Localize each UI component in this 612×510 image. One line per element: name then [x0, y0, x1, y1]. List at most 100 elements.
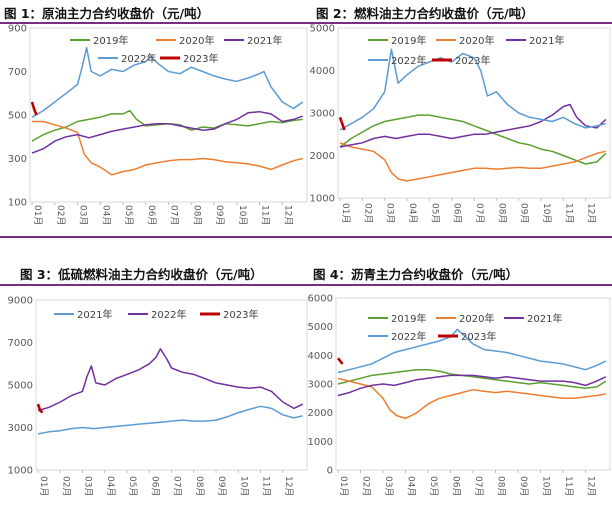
y-tick-label: 500: [8, 111, 27, 122]
y-tick-label: 900: [8, 24, 27, 35]
x-tick-label: 11月: [563, 203, 574, 223]
legend-label: 2021年: [527, 312, 562, 325]
x-tick-label: 01月: [338, 476, 349, 496]
legend-label: 2023年: [461, 330, 496, 343]
x-tick-label: 08月: [496, 476, 507, 496]
legend-label: 2019年: [391, 312, 426, 325]
x-tick-label: 11月: [563, 476, 574, 496]
chart-3: 1000 3000 5000 7000 9000 01月 02月 03月 04月 05月 06月 07…: [8, 296, 308, 496]
x-tick-label: 07月: [473, 476, 484, 496]
x-tick-label: 07月: [172, 476, 183, 496]
x-tick-label: 06月: [451, 476, 462, 496]
series-line-2019: [31, 109, 303, 142]
x-tick-label: 02月: [55, 205, 66, 225]
y-tick-label: 1000: [310, 194, 335, 205]
x-tick-label: 08月: [191, 205, 202, 225]
chart-4: 0 1000 2000 3000 4000 5000 6000 01月 02月 03月 04月 05月…: [308, 294, 611, 496]
y-tick-label: 2000: [308, 408, 333, 419]
series-line-2023: [36, 403, 44, 414]
series-line-2022: [339, 48, 606, 131]
x-tick-label: 10月: [541, 476, 552, 496]
top-rule: [0, 22, 612, 24]
y-tick-label: 4000: [310, 66, 335, 77]
y-tick-label: 5000: [308, 322, 333, 333]
legend-label: 2020年: [459, 34, 494, 47]
plot-frame: [35, 299, 308, 471]
series-line-2022: [37, 348, 304, 412]
x-tick-label: 05月: [127, 476, 138, 496]
x-tick-label: 03月: [383, 476, 394, 496]
chart-2: 1000 2000 3000 4000 5000 01月 02月 03月 04月 05月 06月 07…: [310, 24, 611, 223]
x-tick-label: 04月: [407, 203, 418, 223]
x-tick-label: 01月: [340, 203, 351, 223]
x-tick-label: 07月: [474, 203, 485, 223]
series-line-2022: [337, 328, 607, 374]
x-tick-label: 05月: [123, 205, 134, 225]
legend-label: 2019年: [93, 34, 128, 47]
y-tick-label: 5000: [310, 24, 335, 35]
x-tick-label: 06月: [452, 203, 463, 223]
plot-frame: [29, 27, 308, 203]
legend-label: 2022年: [391, 54, 426, 67]
series-line-2021: [337, 374, 607, 397]
x-tick-label: 11月: [261, 476, 272, 496]
x-tick-label: 02月: [361, 476, 372, 496]
x-tick-label: 09月: [214, 205, 225, 225]
x-tick-label: 12月: [586, 476, 597, 496]
legend-label: 2023年: [183, 52, 218, 65]
x-tick-label: 08月: [496, 203, 507, 223]
y-tick-label: 300: [8, 154, 27, 165]
legend-label: 2022年: [391, 330, 426, 343]
x-tick-label: 06月: [146, 205, 157, 225]
y-tick-label: 0: [327, 466, 333, 477]
x-tick-label: 03月: [78, 205, 89, 225]
x-tick-label: 01月: [32, 205, 43, 225]
x-tick-label: 03月: [385, 203, 396, 223]
legend-label: 2020年: [179, 34, 214, 47]
x-tick-label: 10月: [237, 205, 248, 225]
x-tick-label: 04月: [105, 476, 116, 496]
x-tick-label: 01月: [38, 476, 49, 496]
series-line-2023: [336, 357, 344, 365]
x-tick-label: 09月: [519, 203, 530, 223]
x-tick-label: 02月: [362, 203, 373, 223]
lower-rule: [0, 284, 612, 286]
x-tick-label: 06月: [149, 476, 160, 496]
legend-label: 2022年: [151, 308, 186, 321]
y-tick-label: 3000: [308, 380, 333, 391]
legend-label: 2021年: [247, 34, 282, 47]
y-tick-label: 100: [8, 198, 27, 209]
series-line-2020: [339, 142, 606, 182]
x-tick-label: 09月: [216, 476, 227, 496]
chart-4-title: 图 4：沥青主力合约收盘价（元/吨）: [313, 267, 519, 282]
legend-label: 2020年: [459, 312, 494, 325]
x-tick-label: 05月: [428, 476, 439, 496]
x-tick-label: 10月: [541, 203, 552, 223]
y-tick-label: 2000: [310, 151, 335, 162]
series-line-2021: [31, 110, 303, 154]
series-line-2020: [337, 377, 606, 420]
legend-label: 2021年: [77, 308, 112, 321]
legend-label: 2019年: [391, 34, 426, 47]
y-tick-label: 3000: [310, 109, 335, 120]
middle-rule: [0, 236, 612, 238]
x-tick-label: 12月: [586, 203, 597, 223]
legend-label: 2021年: [529, 34, 564, 47]
x-tick-label: 03月: [83, 476, 94, 496]
series-line-2022: [31, 46, 304, 118]
x-tick-label: 11月: [260, 205, 271, 225]
y-tick-label: 5000: [8, 381, 33, 392]
plot-frame: [337, 27, 611, 199]
series-line-2019: [337, 368, 607, 390]
y-tick-label: 3000: [8, 423, 33, 434]
chart-1-title: 图 1：原油主力合约收盘价（元/吨）: [4, 6, 210, 21]
x-tick-label: 09月: [518, 476, 529, 496]
series-line-2023: [338, 116, 346, 131]
y-tick-label: 9000: [8, 296, 33, 307]
legend-label: 2023年: [223, 308, 258, 321]
chart-1: 100 300 500 700 900 01月 02月 03月 04月 05月 06月 07月 08月 0…: [8, 24, 308, 225]
y-tick-label: 1000: [8, 466, 33, 477]
x-tick-label: 12月: [282, 205, 293, 225]
y-tick-label: 700: [8, 67, 27, 78]
x-tick-label: 04月: [406, 476, 417, 496]
